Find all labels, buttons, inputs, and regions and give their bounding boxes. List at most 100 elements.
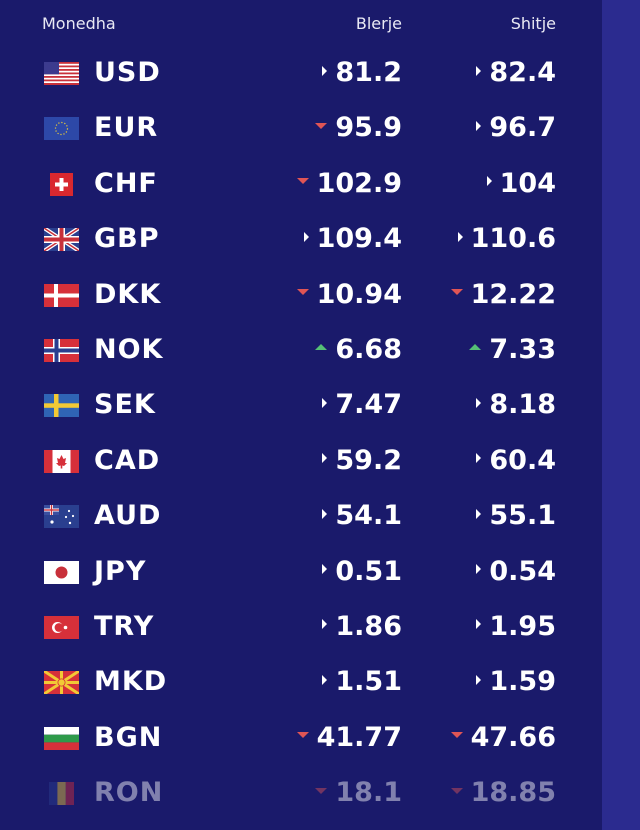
uk-flag-icon xyxy=(44,228,79,252)
header-buy: Blerje xyxy=(355,14,402,33)
romania-flag-icon xyxy=(49,782,74,806)
trend-flat-icon xyxy=(486,176,492,187)
buy-value: 1.86 xyxy=(322,611,402,642)
trend-flat-icon xyxy=(476,508,482,519)
trend-down-icon xyxy=(296,178,309,185)
currency-code: CAD xyxy=(94,444,161,476)
sell-value: 110.6 xyxy=(457,223,556,254)
sell-value: 47.66 xyxy=(450,722,556,753)
currency-code: EUR xyxy=(94,112,159,144)
exchange-rate-panel: Monedha Blerje Shitje USD 81.2 82.4 xyxy=(0,0,602,821)
rate-row-ron: RON 18.1 18.85 xyxy=(0,766,602,821)
buy-value: 81.2 xyxy=(322,57,402,88)
currency-code: BGN xyxy=(94,721,163,753)
sell-value: 1.59 xyxy=(476,666,556,697)
rate-row-try: TRY 1.86 1.95 xyxy=(0,600,602,655)
rate-row-sek: SEK 7.47 8.18 xyxy=(0,378,602,433)
sell-value: 8.18 xyxy=(476,389,556,420)
rate-row-eur: EUR 95.9 96.7 xyxy=(0,101,602,156)
trend-down-icon xyxy=(296,289,309,296)
currency-code: AUD xyxy=(94,500,162,532)
trend-flat-icon xyxy=(322,674,328,685)
trend-down-icon xyxy=(450,732,463,739)
rate-row-chf: CHF 102.9 104 xyxy=(0,157,602,212)
currency-code: NOK xyxy=(94,333,164,365)
rate-row-jpy: JPY 0.51 0.54 xyxy=(0,545,602,600)
header-currency: Monedha xyxy=(42,14,116,33)
rate-row-mkd: MKD 1.51 1.59 xyxy=(0,655,602,710)
sell-value: 55.1 xyxy=(476,500,556,531)
trend-flat-icon xyxy=(322,65,328,76)
trend-down-icon xyxy=(450,289,463,296)
trend-flat-icon xyxy=(476,397,482,408)
currency-code: DKK xyxy=(94,278,162,310)
buy-value: 6.68 xyxy=(315,334,402,365)
switzerland-flag-icon xyxy=(50,172,73,196)
buy-value: 0.51 xyxy=(322,556,402,587)
trend-flat-icon xyxy=(476,65,482,76)
sell-value: 96.7 xyxy=(476,112,556,143)
macedonia-flag-icon xyxy=(44,671,79,695)
header-sell: Shitje xyxy=(510,14,556,33)
trend-flat-icon xyxy=(322,397,328,408)
sell-value: 104 xyxy=(486,168,556,199)
trend-down-icon xyxy=(315,122,328,129)
currency-code: RON xyxy=(94,777,164,809)
trend-flat-icon xyxy=(322,453,328,464)
sidebar-strip xyxy=(602,0,640,830)
table-header: Monedha Blerje Shitje xyxy=(0,0,602,46)
rate-row-cad: CAD 59.2 60.4 xyxy=(0,434,602,489)
australia-flag-icon xyxy=(44,505,79,529)
sell-value: 7.33 xyxy=(469,334,556,365)
bulgaria-flag-icon xyxy=(44,726,79,750)
rate-row-dkk: DKK 10.94 12.22 xyxy=(0,268,602,323)
trend-flat-icon xyxy=(476,674,482,685)
rate-list: USD 81.2 82.4 EUR 95.9 96.7 CHF 102.9 10… xyxy=(0,46,602,821)
buy-value: 95.9 xyxy=(315,112,402,143)
trend-flat-icon xyxy=(322,508,328,519)
sweden-flag-icon xyxy=(44,394,79,418)
sell-value: 0.54 xyxy=(476,556,556,587)
currency-code: SEK xyxy=(94,389,156,421)
trend-flat-icon xyxy=(303,231,309,242)
norway-flag-icon xyxy=(44,338,79,362)
buy-value: 102.9 xyxy=(296,168,402,199)
sell-value: 12.22 xyxy=(450,279,556,310)
trend-flat-icon xyxy=(476,619,482,630)
buy-value: 1.51 xyxy=(322,666,402,697)
sell-value: 1.95 xyxy=(476,611,556,642)
trend-flat-icon xyxy=(322,619,328,630)
buy-value: 41.77 xyxy=(296,722,402,753)
trend-flat-icon xyxy=(476,564,482,575)
rate-row-bgn: BGN 41.77 47.66 xyxy=(0,711,602,766)
currency-code: JPY xyxy=(94,555,147,587)
currency-code: USD xyxy=(94,57,161,88)
trend-flat-icon xyxy=(322,564,328,575)
japan-flag-icon xyxy=(44,560,79,584)
buy-value: 7.47 xyxy=(322,389,402,420)
trend-flat-icon xyxy=(476,120,482,131)
canada-flag-icon xyxy=(44,449,79,473)
buy-value: 54.1 xyxy=(322,500,402,531)
trend-up-icon xyxy=(315,344,328,351)
usa-flag-icon xyxy=(44,62,79,85)
rate-row-gbp: GBP 109.4 110.6 xyxy=(0,212,602,267)
rate-row-nok: NOK 6.68 7.33 xyxy=(0,323,602,378)
turkey-flag-icon xyxy=(44,615,79,639)
denmark-flag-icon xyxy=(44,283,79,307)
currency-code: TRY xyxy=(94,610,155,642)
trend-up-icon xyxy=(469,344,482,351)
trend-down-icon xyxy=(450,787,463,794)
rate-row-usd: USD 81.2 82.4 xyxy=(0,46,602,101)
trend-flat-icon xyxy=(476,453,482,464)
currency-code: MKD xyxy=(94,666,168,698)
trend-flat-icon xyxy=(457,231,463,242)
rate-row-aud: AUD 54.1 55.1 xyxy=(0,489,602,544)
trend-down-icon xyxy=(315,787,328,794)
buy-value: 109.4 xyxy=(303,223,402,254)
sell-value: 60.4 xyxy=(476,445,556,476)
buy-value: 18.1 xyxy=(315,777,402,808)
sell-value: 18.85 xyxy=(450,777,556,808)
buy-value: 59.2 xyxy=(322,445,402,476)
currency-code: CHF xyxy=(94,167,158,199)
